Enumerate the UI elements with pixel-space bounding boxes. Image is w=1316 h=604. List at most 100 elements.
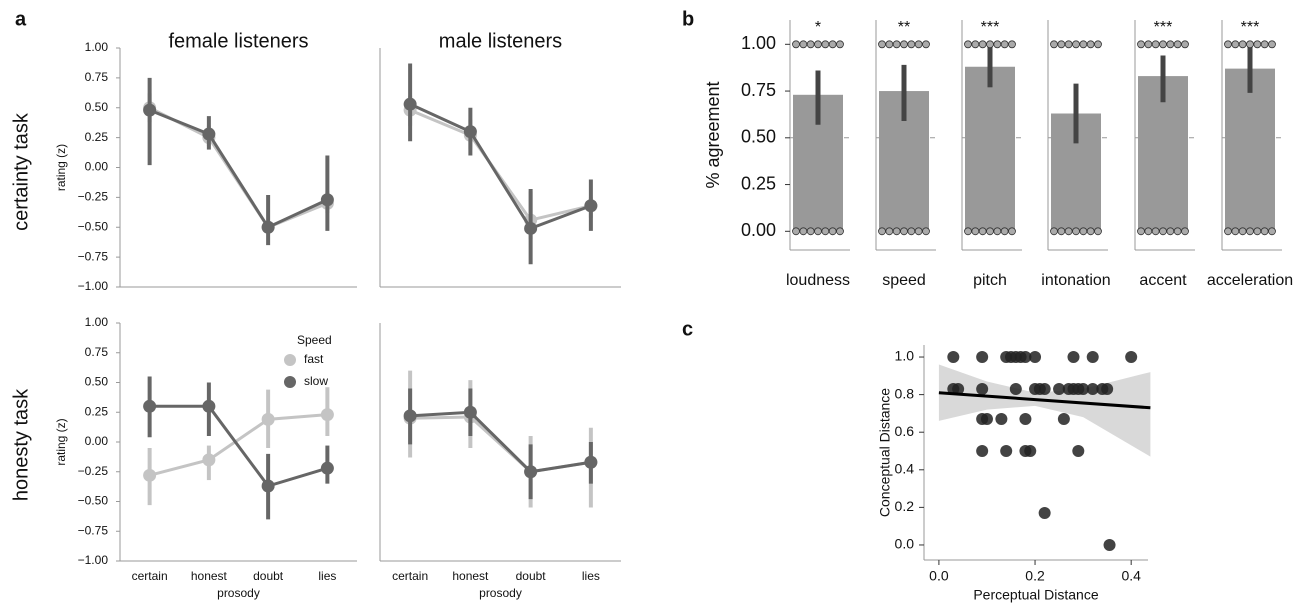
x-axis-label: prosody bbox=[217, 586, 260, 600]
agreement-point bbox=[1238, 227, 1247, 236]
point bbox=[952, 382, 965, 395]
row-label: certainty task bbox=[10, 112, 32, 231]
point bbox=[202, 453, 216, 467]
agreement-point bbox=[1231, 40, 1240, 49]
legend-marker bbox=[284, 354, 296, 366]
y-tick-label: 0.25 bbox=[85, 404, 109, 418]
y-tick-label: 0.50 bbox=[741, 127, 776, 147]
point bbox=[524, 221, 538, 235]
agreement-point bbox=[1144, 227, 1153, 236]
point bbox=[463, 125, 477, 139]
y-tick-label: 0.00 bbox=[85, 160, 109, 174]
agreement-point bbox=[971, 227, 980, 236]
agreement-point bbox=[1253, 40, 1262, 49]
point bbox=[143, 399, 157, 413]
agreement-point bbox=[1159, 40, 1167, 49]
y-tick-label: −1.00 bbox=[78, 553, 109, 567]
point bbox=[1038, 507, 1051, 520]
agreement-point bbox=[1166, 40, 1175, 49]
y-tick-label: −0.75 bbox=[78, 249, 109, 263]
agreement-point bbox=[828, 40, 837, 49]
agreement-point bbox=[892, 227, 901, 236]
panel-label: b bbox=[682, 8, 694, 30]
y-tick-label: 0.25 bbox=[741, 173, 776, 193]
point bbox=[1038, 382, 1051, 395]
series-line bbox=[149, 108, 329, 230]
agreement-point bbox=[907, 227, 916, 236]
agreement-point bbox=[993, 227, 1002, 236]
point bbox=[584, 199, 598, 213]
agreement-point bbox=[978, 40, 987, 49]
agreement-point bbox=[971, 40, 980, 49]
point bbox=[261, 412, 275, 426]
significance: *** bbox=[1241, 19, 1260, 36]
y-tick-label: −0.25 bbox=[78, 190, 109, 204]
agreement-point bbox=[1181, 40, 1189, 49]
agreement-point bbox=[814, 227, 822, 236]
point bbox=[1057, 413, 1070, 426]
y-tick-label: 0.75 bbox=[85, 70, 109, 84]
agreement-point bbox=[1137, 227, 1145, 236]
agreement-point bbox=[806, 227, 815, 236]
point bbox=[980, 413, 993, 426]
x-tick-label: speed bbox=[882, 272, 926, 289]
panel-label: c bbox=[682, 318, 693, 340]
agreement-point bbox=[964, 227, 972, 236]
point bbox=[995, 413, 1008, 426]
agreement-point bbox=[828, 227, 837, 236]
point bbox=[202, 127, 216, 141]
panel-title: male listeners bbox=[439, 30, 562, 52]
agreement-point bbox=[1008, 40, 1016, 49]
point bbox=[1103, 538, 1116, 551]
x-axis-label: prosody bbox=[479, 586, 522, 600]
agreement-point bbox=[914, 227, 923, 236]
y-axis-label: rating (z) bbox=[54, 418, 68, 465]
series-line bbox=[149, 404, 328, 488]
point bbox=[261, 479, 275, 493]
agreement-point bbox=[1159, 227, 1167, 236]
agreement-point bbox=[885, 40, 894, 49]
agreement-point bbox=[1151, 227, 1160, 236]
agreement-point bbox=[1000, 40, 1009, 49]
agreement-point bbox=[885, 227, 894, 236]
regression-line bbox=[938, 391, 1151, 410]
agreement-point bbox=[907, 40, 916, 49]
x-tick-label: lies bbox=[582, 569, 600, 583]
agreement-point bbox=[1246, 40, 1254, 49]
x-tick-label: honest bbox=[452, 569, 489, 583]
point bbox=[1101, 382, 1114, 395]
series-line bbox=[410, 415, 592, 474]
agreement-point bbox=[821, 227, 830, 236]
point bbox=[524, 465, 538, 479]
agreement-point bbox=[1064, 40, 1073, 49]
point bbox=[1077, 382, 1090, 395]
agreement-point bbox=[1137, 40, 1145, 49]
point bbox=[320, 193, 334, 207]
y-tick-label: −0.50 bbox=[78, 494, 109, 508]
agreement-point bbox=[1050, 40, 1058, 49]
point bbox=[947, 351, 960, 364]
y-axis-label: rating (z) bbox=[54, 144, 68, 191]
point bbox=[202, 399, 216, 413]
point bbox=[1019, 351, 1032, 364]
x-tick-label: honest bbox=[191, 569, 228, 583]
series-line bbox=[409, 102, 592, 231]
y-tick-label: −0.75 bbox=[78, 523, 109, 537]
x-tick-label: doubt bbox=[253, 569, 284, 583]
y-tick-label: −0.50 bbox=[78, 219, 109, 233]
panel-label: a bbox=[15, 8, 27, 30]
y-tick-label: 0.4 bbox=[895, 460, 915, 476]
agreement-point bbox=[922, 40, 930, 49]
agreement-point bbox=[900, 227, 908, 236]
agreement-point bbox=[964, 40, 972, 49]
point bbox=[463, 405, 477, 419]
agreement-point bbox=[1268, 227, 1276, 236]
panel-title: female listeners bbox=[168, 30, 308, 52]
agreement-point bbox=[1144, 40, 1153, 49]
series-line bbox=[149, 413, 328, 477]
row-label: honesty task bbox=[10, 388, 32, 501]
agreement-point bbox=[993, 40, 1002, 49]
agreement-point bbox=[821, 40, 830, 49]
point bbox=[143, 103, 157, 117]
